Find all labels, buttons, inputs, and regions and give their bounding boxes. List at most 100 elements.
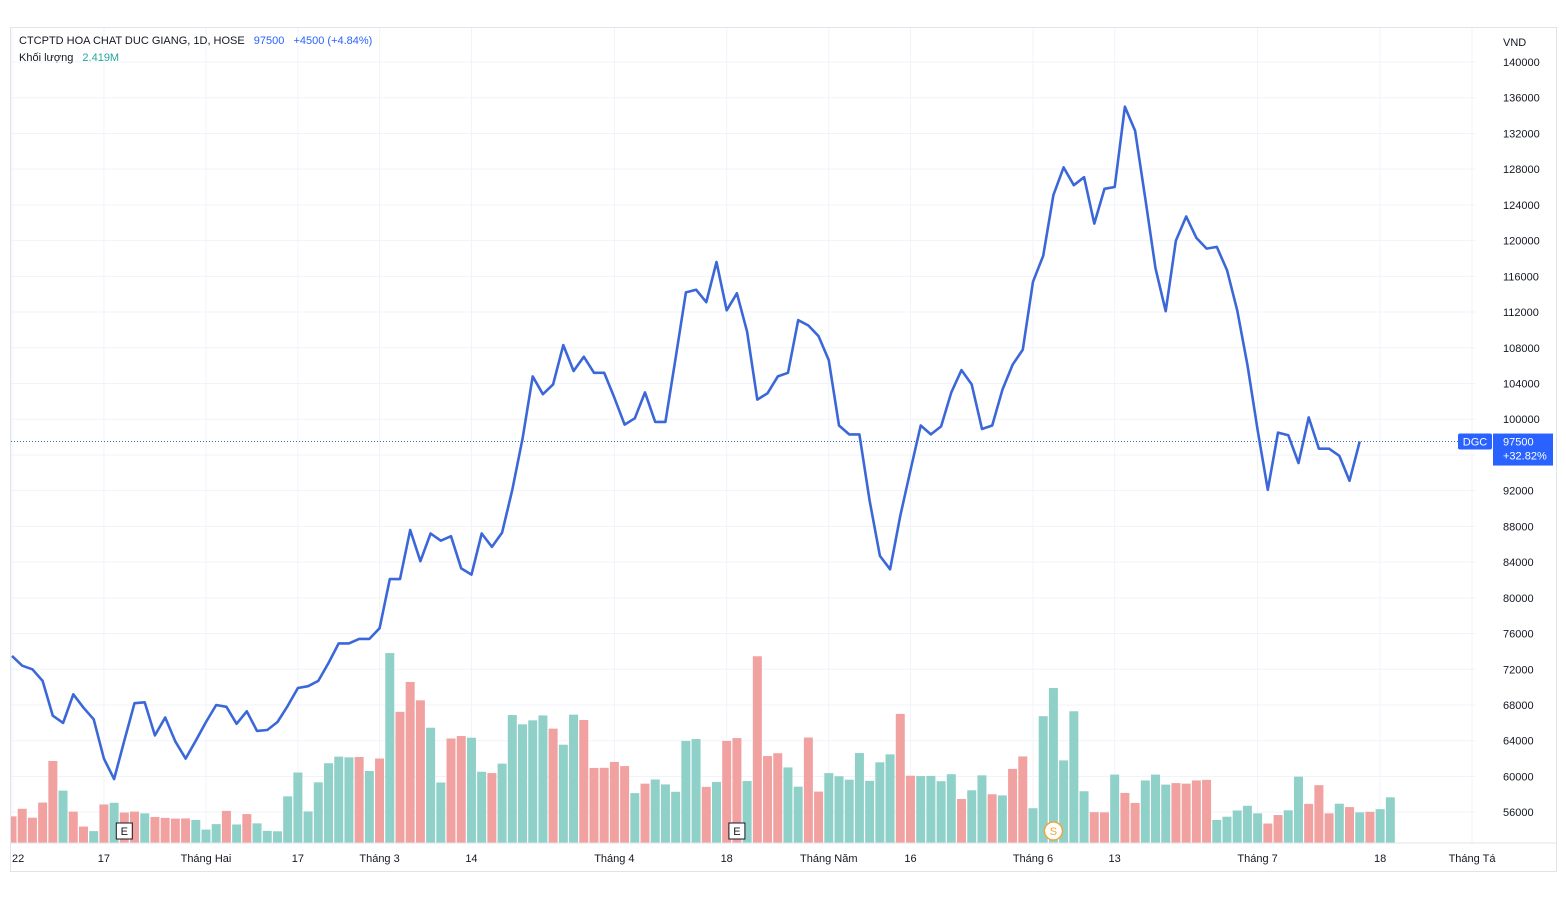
- volume-bar[interactable]: [1345, 807, 1355, 843]
- volume-bar[interactable]: [844, 779, 854, 843]
- volume-bar[interactable]: [1293, 776, 1303, 843]
- volume-bar[interactable]: [752, 656, 762, 843]
- volume-bar[interactable]: [834, 776, 844, 843]
- volume-bar[interactable]: [1314, 785, 1324, 843]
- volume-bar[interactable]: [885, 754, 895, 843]
- volume-bar[interactable]: [987, 794, 997, 843]
- volume-bar[interactable]: [313, 782, 323, 843]
- volume-bar[interactable]: [1130, 802, 1140, 843]
- volume-bar[interactable]: [38, 802, 48, 843]
- volume-bar[interactable]: [599, 767, 609, 843]
- volume-bar[interactable]: [1222, 816, 1232, 843]
- volume-bar[interactable]: [109, 802, 119, 843]
- earnings-event-marker[interactable]: E: [728, 822, 746, 840]
- volume-bar[interactable]: [1151, 774, 1161, 843]
- volume-bar[interactable]: [538, 715, 548, 843]
- volume-bar[interactable]: [1324, 813, 1334, 843]
- volume-bar[interactable]: [344, 757, 354, 843]
- volume-bar[interactable]: [375, 758, 385, 843]
- volume-bar[interactable]: [507, 715, 517, 843]
- volume-bar[interactable]: [466, 737, 476, 843]
- volume-bar[interactable]: [926, 775, 936, 843]
- volume-bar[interactable]: [589, 767, 599, 843]
- volume-bar[interactable]: [1365, 811, 1375, 843]
- volume-bar[interactable]: [436, 782, 446, 843]
- volume-bar[interactable]: [946, 774, 956, 843]
- volume-bar[interactable]: [905, 775, 915, 843]
- volume-bar[interactable]: [1089, 812, 1099, 843]
- volume-bar[interactable]: [58, 790, 68, 843]
- volume-bar[interactable]: [48, 760, 58, 843]
- volume-bar[interactable]: [99, 804, 109, 843]
- volume-bar[interactable]: [334, 756, 344, 843]
- price-line[interactable]: [11, 105, 1361, 781]
- volume-bar[interactable]: [1008, 768, 1018, 843]
- volume-bar[interactable]: [415, 700, 425, 843]
- volume-bar[interactable]: [68, 811, 78, 843]
- volume-bar[interactable]: [528, 720, 538, 843]
- volume-bar[interactable]: [497, 763, 507, 843]
- volume-bar[interactable]: [160, 817, 170, 843]
- chart-panel[interactable]: VND 56000 60000 64000 68000 72000 76000 80000 84…: [10, 27, 1557, 872]
- volume-bar[interactable]: [814, 791, 824, 843]
- volume-bar[interactable]: [773, 753, 783, 843]
- volume-bar[interactable]: [150, 816, 160, 843]
- volume-bar[interactable]: [1069, 711, 1079, 843]
- volume-bar[interactable]: [548, 728, 558, 843]
- volume-bar[interactable]: [1334, 803, 1344, 843]
- volume-bar[interactable]: [78, 826, 88, 843]
- volume-bar[interactable]: [865, 780, 875, 843]
- volume-bar[interactable]: [1232, 810, 1242, 843]
- volume-bar[interactable]: [569, 714, 579, 843]
- volume-bar[interactable]: [477, 771, 487, 843]
- volume-bar[interactable]: [405, 681, 415, 843]
- volume-bar[interactable]: [1018, 756, 1028, 843]
- volume-bar[interactable]: [967, 790, 977, 843]
- volume-bar[interactable]: [364, 770, 374, 843]
- volume-bar[interactable]: [916, 776, 926, 843]
- volume-bar[interactable]: [191, 819, 201, 843]
- volume-bar[interactable]: [17, 808, 27, 843]
- volume-bar[interactable]: [1253, 813, 1263, 843]
- volume-bar[interactable]: [272, 831, 282, 843]
- volume-bar[interactable]: [763, 756, 773, 843]
- volume-bar[interactable]: [783, 767, 793, 843]
- volume-bar[interactable]: [385, 653, 395, 843]
- volume-bar[interactable]: [130, 811, 140, 843]
- volume-bar[interactable]: [1038, 716, 1048, 843]
- volume-bar[interactable]: [426, 727, 436, 843]
- volume-bar[interactable]: [303, 811, 313, 843]
- volume-bar[interactable]: [558, 744, 568, 843]
- volume-bar[interactable]: [1140, 780, 1150, 843]
- volume-bar[interactable]: [140, 813, 150, 843]
- volume-bar[interactable]: [518, 724, 527, 843]
- volume-bar[interactable]: [977, 775, 987, 843]
- volume-bar[interactable]: [262, 830, 272, 843]
- volume-bar[interactable]: [936, 781, 946, 843]
- volume-bar[interactable]: [1099, 812, 1109, 843]
- volume-bar[interactable]: [875, 762, 885, 843]
- volume-bar[interactable]: [640, 783, 650, 843]
- volume-bar[interactable]: [446, 738, 456, 843]
- volume-bar[interactable]: [211, 824, 221, 843]
- volume-bar[interactable]: [1385, 797, 1395, 843]
- price-chart[interactable]: VND 56000 60000 64000 68000 72000 76000 80000 84…: [11, 28, 1557, 872]
- volume-bar[interactable]: [660, 784, 670, 843]
- volume-bar[interactable]: [824, 773, 834, 843]
- volume-bar[interactable]: [170, 818, 180, 843]
- volume-bar[interactable]: [691, 739, 701, 843]
- volume-bar[interactable]: [671, 791, 681, 843]
- volume-bar[interactable]: [1120, 792, 1130, 843]
- volume-label[interactable]: Khối lượng: [19, 52, 74, 64]
- volume-bar[interactable]: [722, 740, 732, 843]
- volume-bar[interactable]: [1048, 688, 1058, 843]
- volume-bar[interactable]: [232, 824, 242, 843]
- volume-bar[interactable]: [742, 781, 752, 843]
- volume-bar[interactable]: [997, 795, 1007, 843]
- volume-bar[interactable]: [609, 761, 619, 843]
- volume-bar[interactable]: [395, 711, 405, 843]
- volume-bar[interactable]: [711, 781, 721, 843]
- volume-bar[interactable]: [630, 793, 640, 843]
- volume-bar[interactable]: [803, 737, 813, 843]
- volume-bar[interactable]: [620, 766, 630, 843]
